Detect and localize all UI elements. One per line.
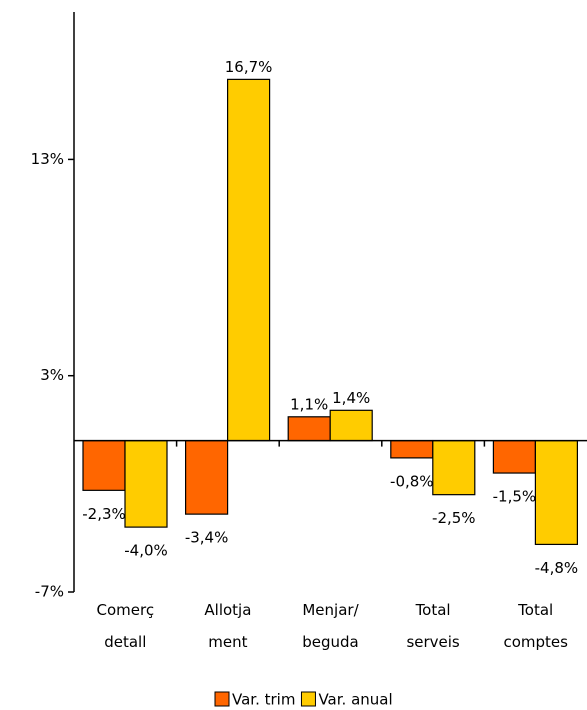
bar [124,439,168,528]
data-label: 16,7% [225,58,273,76]
bar [329,409,373,442]
data-label: 1,1% [290,395,328,413]
x-tick-label-line: Total [415,601,451,619]
x-tick-label-line: comptes [503,633,568,651]
y-tick-label: 13% [31,150,64,168]
x-tick-label: Menjar/beguda [302,601,359,651]
x-tick-label: Allotja ment [204,601,251,651]
bar [82,439,126,491]
bar [287,416,331,442]
legend-label: Var. trim [232,691,295,709]
bar [534,439,579,546]
bar [390,439,434,459]
legend-swatch [214,691,230,707]
y-tick-label: 3% [40,366,64,384]
data-label: -0,8% [390,472,434,490]
data-label: -1,5% [493,488,537,506]
x-tick-label-line: detall [104,633,146,651]
bar [185,439,229,515]
x-tick-label-line: Allotja [204,601,251,619]
data-label: -3,4% [185,529,229,547]
legend-swatch [300,691,316,707]
bar [432,439,476,496]
x-tick-label-line: beguda [302,633,359,651]
x-tick-label-line: serveis [406,633,459,651]
x-tick-label-line: ment [208,633,247,651]
x-tick-label: Comerç detall [97,601,155,651]
data-label: -4,8% [535,559,579,577]
data-label: -2,5% [432,509,476,527]
bar [492,439,536,474]
x-tick-label: Total serveis [406,601,459,651]
legend-label: Var. anual [318,691,392,709]
y-tick-label: -7% [35,583,64,601]
x-tick-label: Total comptes [503,601,568,651]
x-tick-label-line: Menjar/ [302,601,359,619]
data-label: 1,4% [332,389,370,407]
bar [227,78,271,442]
x-tick-label-line: Comerç [97,601,155,619]
data-label: -4,0% [124,542,168,560]
data-label: -2,3% [82,505,126,523]
x-tick-label-line: Total [517,601,553,619]
